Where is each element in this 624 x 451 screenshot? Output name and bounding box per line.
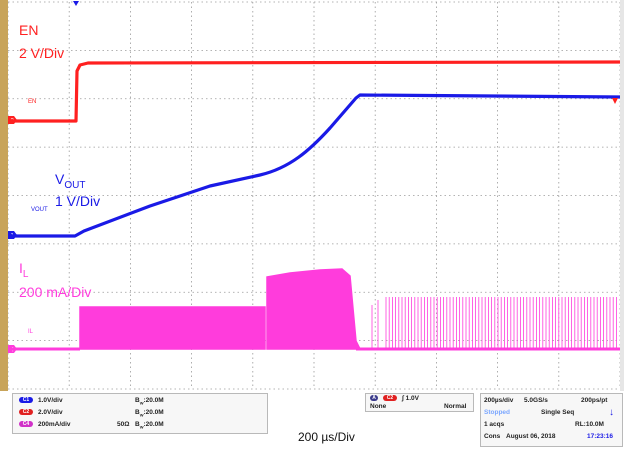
vout-label: VOUT bbox=[55, 171, 86, 191]
left-frame-bar bbox=[0, 0, 8, 391]
trigger-type: Normal bbox=[444, 403, 467, 410]
ch1-chip: C1 bbox=[19, 397, 33, 404]
ch1-bandwidth: BW:20.0M bbox=[135, 397, 164, 406]
trigger-mode-chip: A bbox=[370, 395, 378, 402]
il-small-label: IL bbox=[28, 329, 34, 335]
il-waveform bbox=[8, 268, 620, 351]
acquisition-panel[interactable]: 200µs/div 5.0GS/s 200ps/pt Stopped Singl… bbox=[480, 393, 623, 447]
en-waveform bbox=[8, 60, 621, 123]
capture-time: 17:23:16 bbox=[587, 433, 614, 440]
capture-date: August 06, 2018 bbox=[506, 433, 556, 440]
en-small-label: EN bbox=[28, 99, 37, 105]
trigger-row: A C2 ∫ 1.0V bbox=[370, 395, 419, 402]
ch4-scale: 200mA/div bbox=[38, 421, 71, 428]
ch2-settings-row[interactable]: C2 2.0V/div bbox=[19, 409, 63, 416]
vout-scale-label: 1 V/Div bbox=[55, 193, 101, 209]
trigger-source-chip: C2 bbox=[383, 395, 397, 402]
en-label: EN bbox=[19, 22, 39, 38]
ch1-scale: 1.0V/div bbox=[38, 397, 63, 404]
resolution: 200ps/pt bbox=[581, 397, 608, 404]
vout-small-label: VOUT bbox=[31, 207, 48, 213]
il-label: IL bbox=[19, 260, 29, 280]
trigger-position-marker bbox=[73, 1, 79, 6]
il-scale-label: 200 mA/Div bbox=[19, 284, 92, 300]
ch4-bandwidth: BW:20.0M bbox=[135, 421, 164, 430]
vout-waveform bbox=[8, 93, 621, 238]
en-scale-label: 2 V/Div bbox=[19, 45, 65, 61]
acquisition-count: 1 acqs bbox=[484, 421, 505, 428]
cons-label: Cons bbox=[484, 433, 501, 440]
ch2-scale: 2.0V/div bbox=[38, 409, 63, 416]
timebase-caption: 200 µs/Div bbox=[298, 430, 355, 444]
timebase-setting: 200µs/div bbox=[484, 397, 514, 404]
trigger-coupling: None bbox=[370, 403, 387, 410]
red-cursor-marker bbox=[612, 98, 618, 104]
acquisition-state: Stopped bbox=[484, 409, 510, 416]
ch4-settings-row[interactable]: C4 200mA/div bbox=[19, 421, 71, 428]
record-length: RL:10.0M bbox=[575, 421, 604, 428]
ch4-impedance: 50Ω bbox=[117, 421, 130, 428]
il-waveform-segment bbox=[79, 306, 266, 350]
channel-settings-panel[interactable]: C1 1.0V/div BW:20.0M C2 2.0V/div BW:20.0M … bbox=[12, 393, 268, 434]
right-frame-edge bbox=[620, 0, 624, 391]
ch1-settings-row[interactable]: C1 1.0V/div bbox=[19, 397, 63, 404]
il-waveform-segment bbox=[266, 268, 362, 350]
trigger-settings-panel[interactable]: A C2 ∫ 1.0V None Normal bbox=[365, 393, 474, 412]
ch4-chip: C4 bbox=[19, 421, 33, 428]
trigger-slope-icon: ∫ bbox=[402, 395, 404, 402]
trigger-level: 1.0V bbox=[405, 395, 419, 402]
sample-rate: 5.0GS/s bbox=[524, 397, 548, 404]
sequence-mode: Single Seq bbox=[541, 409, 575, 416]
ch2-chip: C2 bbox=[19, 409, 33, 416]
ch2-bandwidth: BW:20.0M bbox=[135, 409, 164, 418]
sequence-arrow-icon: ↓ bbox=[609, 407, 614, 418]
